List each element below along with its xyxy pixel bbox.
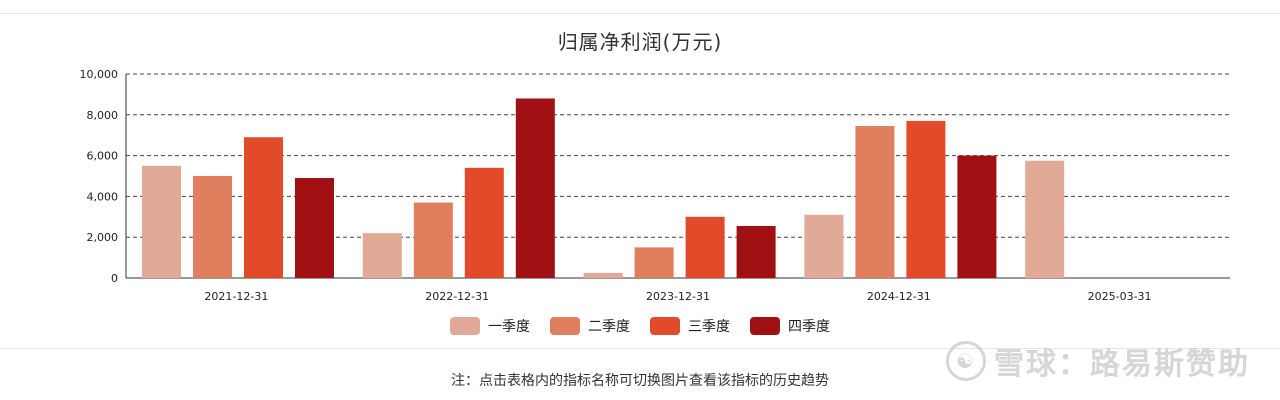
- x-tick-label: 2025-03-31: [1088, 290, 1152, 303]
- bar-2022-12-31-二季度: [413, 202, 453, 278]
- bar-2024-12-31-四季度: [957, 155, 997, 278]
- legend-swatch-q2: [550, 317, 580, 335]
- bar-chart: 0 2,000 4,000 6,000 8,000 10,000 2021-12-31 202…: [80, 68, 1230, 303]
- x-tick-label: 2022-12-31: [425, 290, 489, 303]
- bar-2022-12-31-三季度: [464, 167, 504, 278]
- y-tick-label: 4,000: [87, 190, 119, 203]
- legend-item-q3[interactable]: 三季度: [650, 316, 730, 336]
- bar-2022-12-31-四季度: [515, 98, 555, 278]
- watermark: ☯ 雪球：路易斯赞助: [946, 336, 1250, 386]
- chart-title: 归属净利润(万元): [557, 30, 723, 54]
- x-tick-label: 2024-12-31: [867, 290, 931, 303]
- x-tick-label: 2021-12-31: [204, 290, 268, 303]
- bar-2023-12-31-四季度: [736, 225, 776, 278]
- bar-2025-03-31-一季度: [1025, 160, 1065, 278]
- y-tick-label: 0: [111, 272, 118, 285]
- y-tick-label: 6,000: [87, 150, 119, 163]
- legend-item-q1[interactable]: 一季度: [450, 316, 530, 336]
- bar-2024-12-31-一季度: [804, 214, 844, 278]
- bar-2024-12-31-二季度: [855, 126, 895, 279]
- legend-swatch-q4: [750, 317, 780, 335]
- legend-label-q4: 四季度: [788, 319, 830, 335]
- legend-swatch-q3: [650, 317, 680, 335]
- y-tick-label: 8,000: [87, 109, 119, 122]
- watermark-text: 雪球：路易斯赞助: [994, 347, 1250, 382]
- bar-2022-12-31-一季度: [362, 233, 402, 278]
- legend-swatch-q1: [450, 317, 480, 335]
- x-tick-label: 2023-12-31: [646, 290, 710, 303]
- bar-2023-12-31-二季度: [634, 247, 674, 278]
- bar-2024-12-31-三季度: [906, 120, 946, 278]
- bar-2021-12-31-二季度: [193, 176, 232, 278]
- bar-2021-12-31-三季度: [244, 137, 283, 278]
- snowball-logo-icon: ☯: [946, 341, 986, 381]
- bar-2021-12-31-一季度: [142, 165, 181, 278]
- bar-2021-12-31-四季度: [295, 178, 334, 278]
- chart-note: 注：点击表格内的指标名称可切换图片查看该指标的历史趋势: [451, 373, 829, 389]
- y-tick-label: 10,000: [80, 68, 119, 81]
- top-divider: [0, 13, 1280, 14]
- bar-2023-12-31-三季度: [685, 216, 725, 278]
- legend-label-q3: 三季度: [688, 319, 730, 335]
- bar-2023-12-31-一季度: [583, 272, 623, 278]
- legend-label-q1: 一季度: [488, 319, 530, 335]
- legend-item-q4[interactable]: 四季度: [750, 316, 830, 336]
- y-tick-label: 2,000: [87, 231, 119, 244]
- bottom-divider: [0, 348, 1280, 349]
- legend-item-q2[interactable]: 二季度: [550, 316, 630, 336]
- legend-label-q2: 二季度: [588, 319, 630, 335]
- chart-legend: 一季度 二季度 三季度 四季度: [0, 316, 1280, 336]
